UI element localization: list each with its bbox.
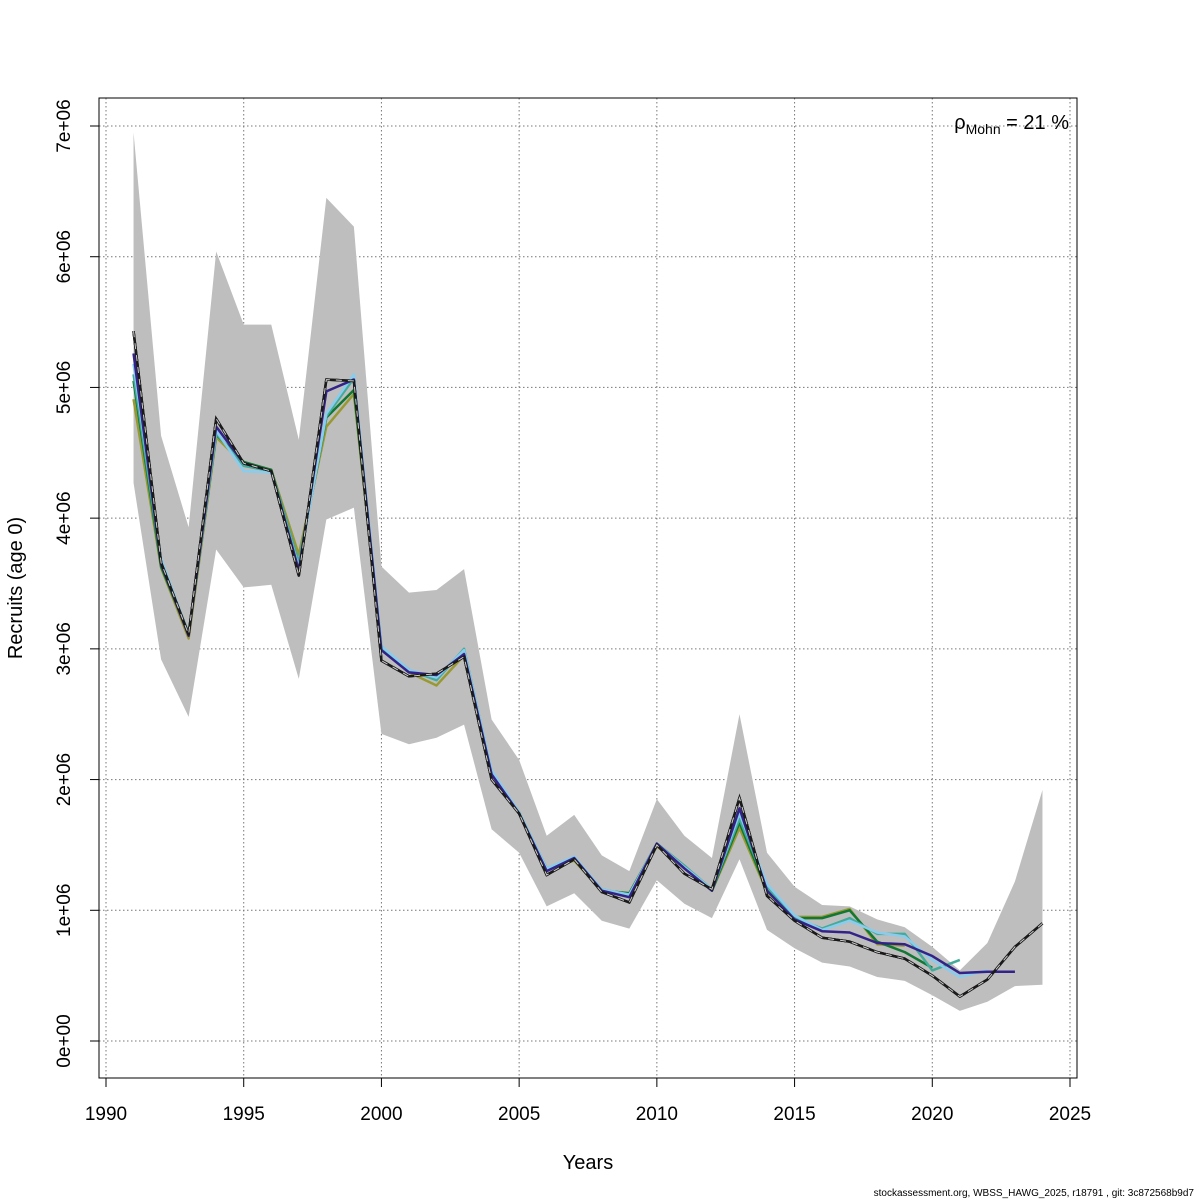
- x-tick-label-2010: 2010: [636, 1104, 678, 1125]
- x-tick-label-1990: 1990: [85, 1104, 127, 1125]
- x-tick-label-2025: 2025: [1049, 1104, 1091, 1125]
- y-tick-label-2: 2e+06: [54, 753, 75, 806]
- x-tick-label-1995: 1995: [223, 1104, 265, 1125]
- x-axis-title: Years: [563, 1152, 613, 1174]
- y-tick-label-1: 1e+06: [54, 884, 75, 937]
- y-axis-title: Recruits (age 0): [5, 517, 27, 659]
- mohn-rho-annotation: ρMohn = 21 %: [954, 112, 1069, 137]
- y-tick-label-7: 7e+06: [54, 99, 75, 152]
- x-tick-label-2000: 2000: [360, 1104, 402, 1125]
- base-run-line-dash: [133, 331, 1043, 998]
- y-tick-label-5: 5e+06: [54, 361, 75, 414]
- rho-symbol: ρ: [954, 112, 965, 134]
- x-axis: 1990 1995 2000 2005 2010 2015 2020 2025: [85, 1077, 1091, 1125]
- footer-credit: stockassessment.org, WBSS_HAWG_2025, r18…: [874, 1188, 1195, 1199]
- y-tick-label-0: 0e+00: [54, 1014, 75, 1067]
- confidence-band: [133, 132, 1043, 1011]
- y-tick-label-6: 6e+06: [54, 230, 75, 283]
- rho-subscript: Mohn: [966, 121, 1001, 137]
- y-tick-label-4: 4e+06: [54, 491, 75, 544]
- x-tick-label-2015: 2015: [773, 1104, 815, 1125]
- grid-lines: [99, 98, 1077, 1078]
- y-tick-label-3: 3e+06: [54, 622, 75, 675]
- x-tick-label-2020: 2020: [911, 1104, 953, 1125]
- rho-value: = 21 %: [1001, 112, 1070, 134]
- series-lines: [132, 331, 1044, 999]
- y-axis: 0e+00 1e+06 2e+06 3e+06 4e+06 5e+06 6e+06 7e+06: [54, 99, 100, 1068]
- x-tick-label-2005: 2005: [498, 1104, 540, 1125]
- confidence-band-polygon: [133, 132, 1043, 1011]
- plot-frame: [98, 97, 1078, 1079]
